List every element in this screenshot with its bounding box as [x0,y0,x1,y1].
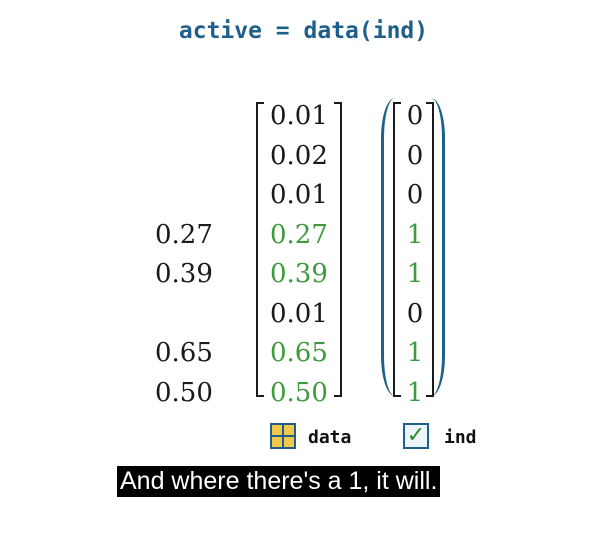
table-grid-icon [270,423,296,449]
data-value: 0.01 [270,180,328,210]
ind-value: 1 [406,338,424,368]
ind-value: 0 [406,140,424,171]
ind-value: 0 [406,298,424,329]
data-value: 0.01 [270,298,328,329]
data-value: 0.27 [270,219,328,250]
ind-right-bracket [426,102,434,397]
ind-value: 1 [406,377,424,408]
output-value: 0.50 [155,377,213,408]
ind-value: 1 [406,219,424,250]
output-value: 0.65 [155,338,213,368]
ind-value: 1 [406,259,424,289]
ind-left-bracket [393,102,401,397]
data-value: 0.01 [270,101,328,131]
data-value: 0.65 [270,338,328,368]
data-right-bracket [334,102,342,397]
data-value: 0.39 [270,259,328,289]
data-value: 0.02 [270,140,328,171]
data-left-bracket [256,102,264,397]
output-value: 0.39 [155,259,213,289]
data-value: 0.50 [270,377,328,408]
ind-value: 0 [406,101,424,131]
output-value: 0.27 [155,219,213,250]
logical-parentheses [381,98,445,396]
ind-value: 0 [406,180,424,210]
ind-legend-label: ind [444,427,477,448]
checkbox-checked-icon: ✓ [403,423,429,449]
subtitle-caption: And where there's a 1, it will. [117,466,441,497]
code-expression: active = data(ind) [178,18,429,44]
data-legend-label: data [308,427,352,448]
